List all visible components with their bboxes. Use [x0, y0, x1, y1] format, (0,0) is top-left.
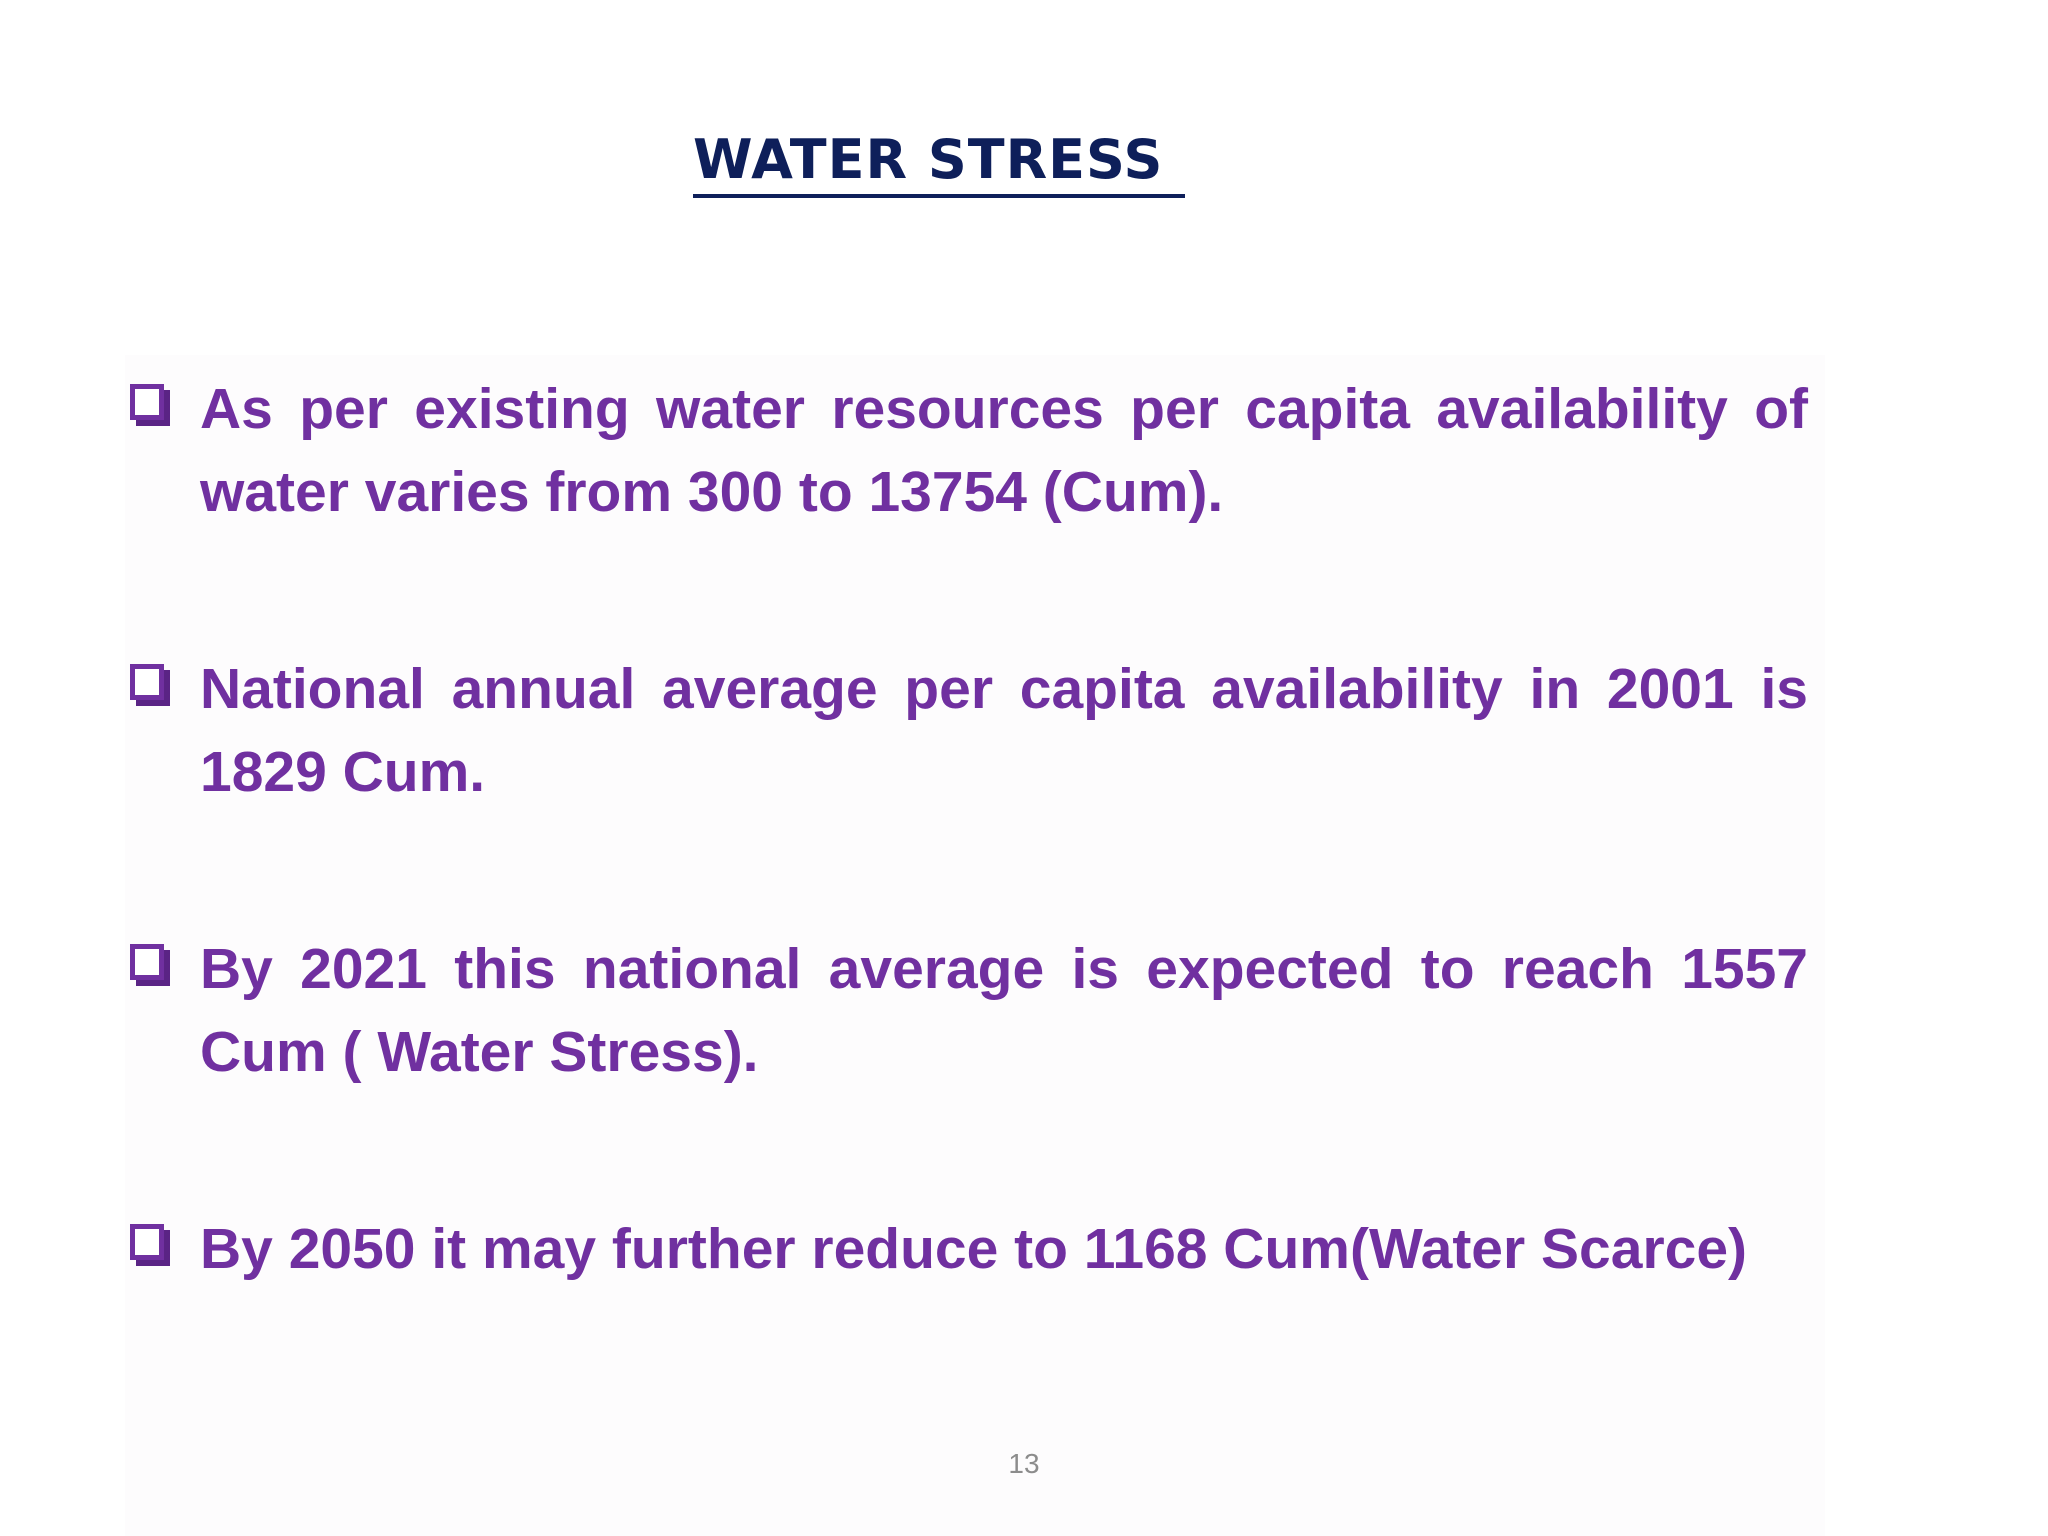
- content-panel: [125, 355, 1825, 1536]
- page-number: 13: [1008, 1448, 1040, 1479]
- bullet-text: National annual average per capita avail…: [200, 657, 1808, 804]
- title-underline: [693, 194, 1185, 198]
- checkbox-icon: [130, 664, 170, 706]
- checkbox-icon: [130, 384, 170, 426]
- checkbox-icon: [130, 944, 170, 986]
- checkbox-icon: [130, 1224, 170, 1266]
- bullet-text: By 2021 this national average is expecte…: [200, 937, 1808, 1084]
- bullet-text: As per existing water resources per capi…: [200, 377, 1808, 524]
- slide-title: WATER STRESS: [693, 128, 1184, 191]
- bullet-text: By 2050 it may further reduce to 1168 Cu…: [200, 1217, 1748, 1281]
